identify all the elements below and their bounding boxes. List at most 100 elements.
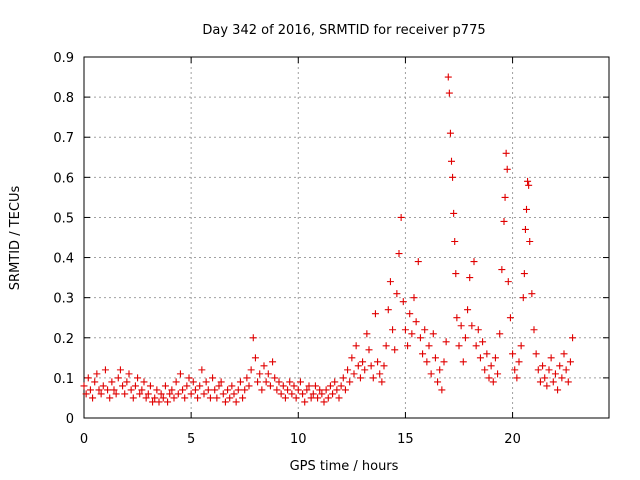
data-point — [116, 366, 124, 374]
y-tick-label: 0.6 — [53, 171, 74, 186]
data-point — [333, 386, 341, 394]
data-point — [149, 398, 157, 406]
data-point — [136, 390, 144, 398]
data-point — [566, 358, 574, 366]
data-point — [401, 326, 409, 334]
data-point — [356, 374, 364, 382]
data-point — [243, 374, 251, 382]
data-point — [166, 390, 174, 398]
data-point — [350, 370, 358, 378]
data-point — [221, 398, 229, 406]
data-point — [487, 362, 495, 370]
data-point — [209, 374, 217, 382]
data-point — [316, 386, 324, 394]
data-point — [511, 366, 519, 374]
y-axis-label: SRMTID / TECUs — [8, 186, 23, 291]
x-tick-label: 0 — [80, 432, 88, 447]
data-point — [468, 322, 476, 330]
data-point — [121, 390, 129, 398]
data-point — [339, 374, 347, 382]
data-point — [307, 394, 315, 402]
data-point — [453, 314, 461, 322]
data-point — [106, 394, 114, 402]
data-point — [232, 398, 240, 406]
data-point — [354, 362, 362, 370]
data-point — [142, 394, 150, 402]
data-point — [534, 366, 542, 374]
data-point — [479, 338, 487, 346]
data-point — [277, 390, 285, 398]
y-tick-label: 0.8 — [53, 91, 74, 106]
data-point — [131, 382, 139, 390]
data-point — [438, 386, 446, 394]
data-point — [279, 382, 287, 390]
data-point — [146, 382, 154, 390]
data-point — [234, 386, 242, 394]
data-point — [545, 366, 553, 374]
data-point — [509, 350, 517, 358]
data-point — [324, 394, 332, 402]
data-point — [513, 374, 521, 382]
data-point — [444, 73, 452, 81]
data-point — [440, 358, 448, 366]
data-point — [224, 386, 232, 394]
data-point — [519, 294, 527, 302]
data-point — [380, 362, 388, 370]
data-point — [309, 390, 317, 398]
plot-frame — [83, 56, 610, 419]
data-point — [296, 378, 304, 386]
data-point — [526, 238, 534, 246]
data-point — [427, 370, 435, 378]
data-point — [290, 382, 298, 390]
data-point — [485, 374, 493, 382]
data-point — [359, 358, 367, 366]
data-point — [196, 382, 204, 390]
data-point — [470, 258, 478, 266]
data-point — [554, 386, 562, 394]
data-point — [365, 346, 373, 354]
data-point — [299, 390, 307, 398]
data-point — [459, 358, 467, 366]
x-axis-label: GPS time / hours — [290, 459, 399, 474]
data-point — [446, 129, 454, 137]
data-point — [294, 386, 302, 394]
data-point — [123, 378, 131, 386]
data-point — [481, 366, 489, 374]
data-point — [501, 193, 509, 201]
data-point — [311, 382, 319, 390]
data-point — [496, 330, 504, 338]
data-point — [503, 165, 511, 173]
data-point — [125, 370, 133, 378]
data-point — [521, 225, 529, 233]
data-point — [329, 390, 337, 398]
data-point — [374, 358, 382, 366]
data-point — [247, 366, 255, 374]
data-point — [134, 374, 142, 382]
data-point — [331, 378, 339, 386]
data-point — [219, 390, 227, 398]
data-point — [239, 394, 247, 402]
data-point — [144, 390, 152, 398]
data-point — [530, 326, 538, 334]
data-point — [104, 386, 112, 394]
data-point — [543, 382, 551, 390]
data-point — [89, 394, 97, 402]
x-tick-label: 20 — [504, 432, 521, 447]
data-point — [562, 366, 570, 374]
data-point — [483, 350, 491, 358]
data-point — [436, 366, 444, 374]
data-point — [389, 326, 397, 334]
data-point — [558, 374, 566, 382]
data-point — [367, 362, 375, 370]
data-point — [489, 378, 497, 386]
y-tick-labels: 0 0.1 0.2 0.3 0.4 0.5 0.6 0.7 0.8 0.9 — [53, 51, 74, 427]
x-tick-labels: 0 5 10 15 20 — [80, 432, 521, 447]
data-point — [164, 398, 172, 406]
data-point — [275, 378, 283, 386]
data-point — [384, 306, 392, 314]
data-point — [241, 386, 249, 394]
data-point — [569, 334, 577, 342]
data-point — [423, 358, 431, 366]
data-point — [153, 386, 161, 394]
data-point — [523, 205, 530, 213]
